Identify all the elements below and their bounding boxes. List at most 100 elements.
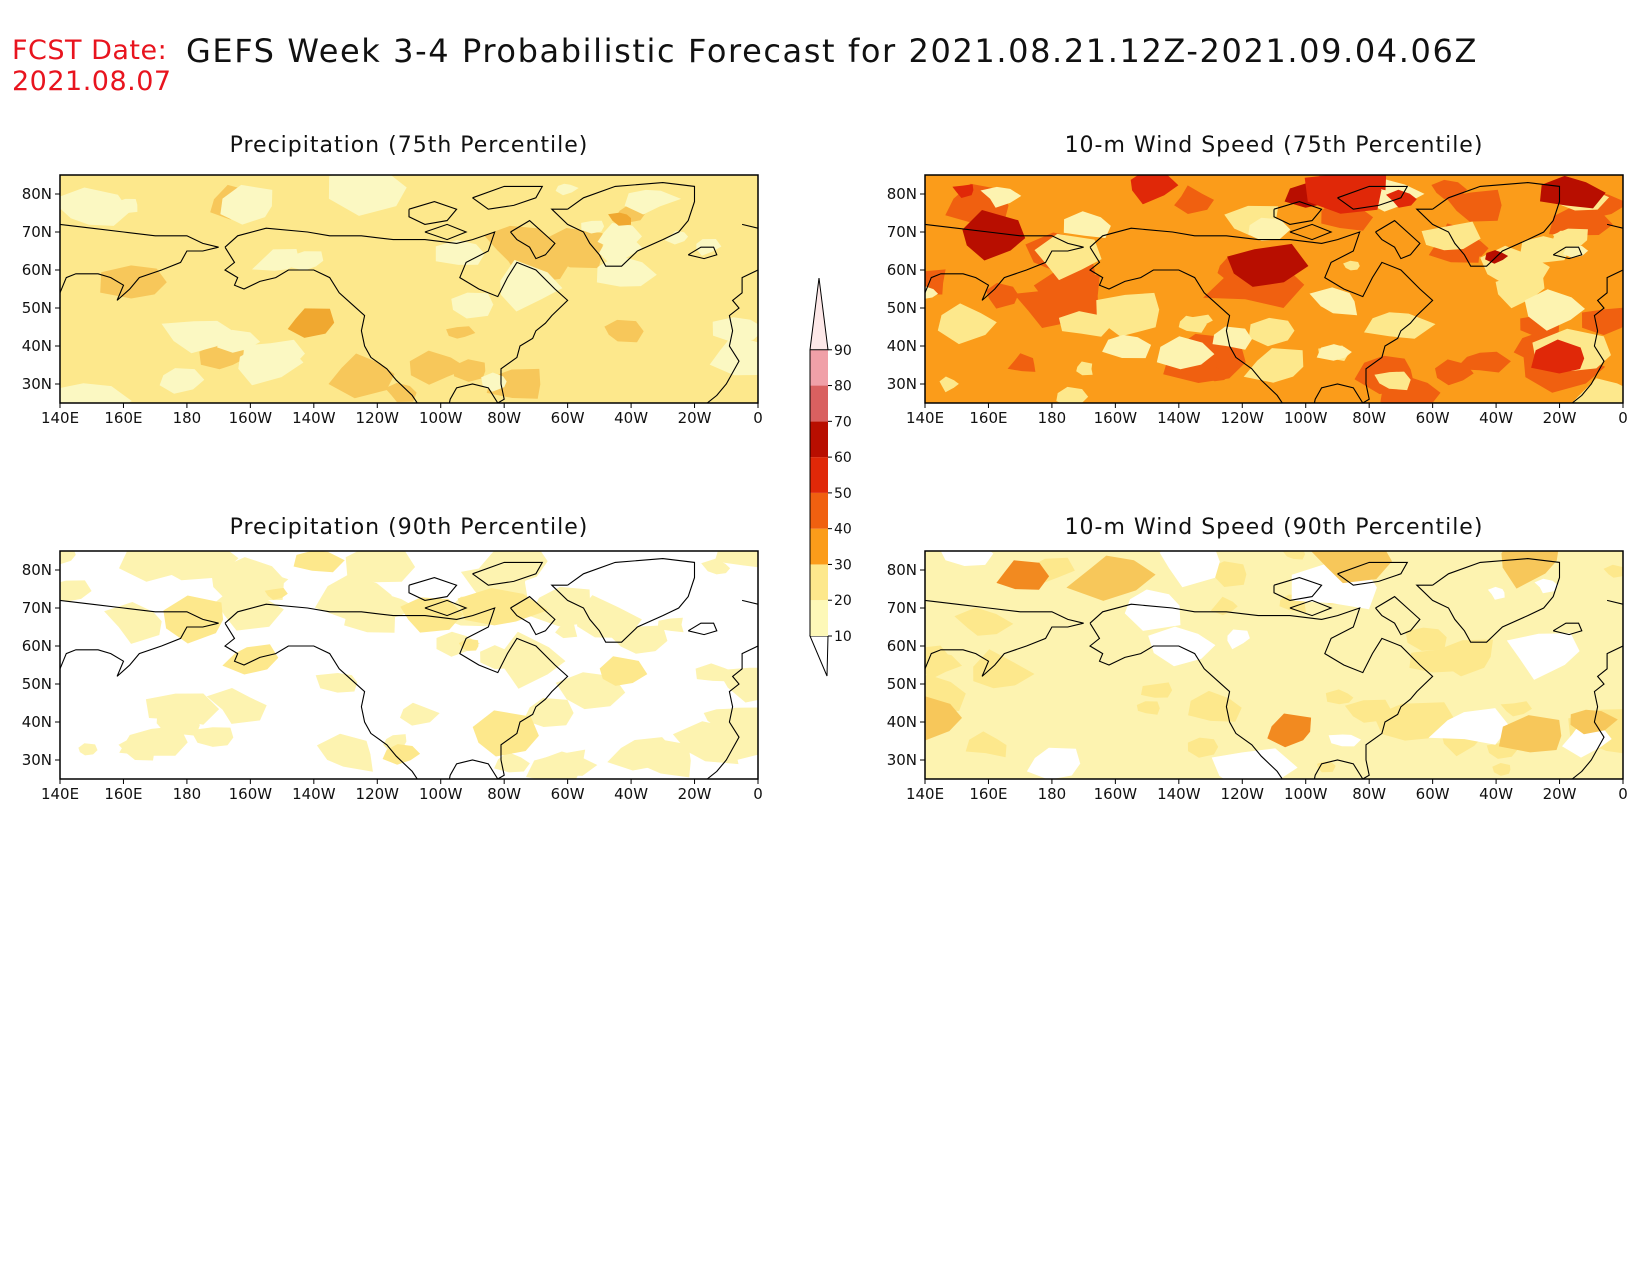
coastline [550, 558, 696, 643]
lon-tick-label: 180 [173, 409, 202, 427]
shaded-area [1034, 233, 1102, 281]
shaded-area [1492, 763, 1511, 776]
shaded-area [145, 693, 220, 725]
shaded-area [315, 673, 358, 693]
shaded-area [1187, 314, 1213, 329]
shaded-area [220, 184, 273, 225]
lon-tick-label: 20W [678, 785, 712, 803]
coastline [1273, 577, 1323, 601]
lon-tick-label: 120W [1221, 785, 1265, 803]
lat-tick-label: 30N [22, 751, 52, 769]
shaded-area [453, 359, 486, 382]
coastline [925, 599, 1084, 677]
shaded-area [436, 631, 480, 657]
lat-tick-label: 70N [887, 599, 917, 617]
lon-tick-label: 140E [41, 409, 79, 427]
shaded-area [695, 663, 740, 682]
lon-tick-label: 160E [969, 785, 1007, 803]
shaded-area [1500, 701, 1532, 717]
lon-tick-label: 100W [1284, 409, 1328, 427]
shaded-area [60, 551, 76, 565]
lon-tick-label: 160E [104, 785, 142, 803]
shaded-area [925, 696, 962, 741]
shaded-area [1096, 292, 1160, 337]
lat-tick-label: 70N [22, 223, 52, 241]
lon-tick-label: 160E [104, 409, 142, 427]
colorbar-segment [810, 600, 828, 636]
lon-tick-label: 20W [1543, 409, 1577, 427]
shaded-area [581, 220, 605, 234]
shaded-area [597, 223, 642, 249]
shaded-area [1227, 629, 1250, 650]
shaded-area [163, 595, 224, 644]
shaded-area [1056, 386, 1089, 403]
shaded-area [599, 656, 648, 686]
coastline [1337, 185, 1409, 210]
shaded-area [1243, 348, 1304, 383]
lon-tick-label: 60W [1416, 785, 1450, 803]
coastline [706, 645, 758, 779]
lon-tick-label: 80W [1352, 409, 1386, 427]
shaded-area [480, 645, 519, 670]
lat-tick-label: 50N [22, 675, 52, 693]
shaded-area [709, 334, 758, 376]
shaded-area [1148, 626, 1216, 667]
lon-tick-label: 140W [292, 785, 336, 803]
shaded-area [664, 230, 689, 245]
lat-tick-label: 50N [887, 299, 917, 317]
lon-tick-label: 60W [551, 785, 585, 803]
lat-tick-label: 40N [887, 713, 917, 731]
shaded-area [1066, 555, 1156, 601]
lat-tick-label: 70N [887, 223, 917, 241]
shaded-area [328, 175, 407, 216]
shaded-area [1204, 366, 1232, 382]
shaded-area [1552, 228, 1588, 253]
colorbar-low-extend [809, 635, 829, 677]
colorbar-segment [810, 528, 828, 565]
shaded-area [1208, 561, 1247, 587]
shaded-area [238, 344, 304, 386]
lon-tick-label: 20W [1543, 785, 1577, 803]
shaded-area [1310, 551, 1392, 584]
coastline [408, 201, 458, 225]
lon-tick-label: 0 [753, 785, 763, 803]
map-panel-wind90: 140E 160E 180 160W 140W 120W 100W 80W 60W 40W 20W 0… [887, 550, 1628, 803]
lat-tick-label: 70N [22, 599, 52, 617]
shaded-area [937, 303, 997, 345]
fcst-date-value: 2021.08.07 [12, 66, 172, 97]
lat-tick-label: 60N [22, 261, 52, 279]
colorbar-tick-label: 20 [834, 593, 852, 609]
lon-tick-label: 160W [1094, 409, 1138, 427]
shaded-area [400, 702, 440, 726]
lat-tick-label: 80N [887, 185, 917, 203]
shaded-area [118, 736, 155, 761]
lat-tick-label: 30N [887, 375, 917, 393]
shaded-area [965, 731, 1007, 758]
shaded-area [624, 189, 682, 215]
shaded-area [1211, 748, 1298, 779]
coastline [1415, 182, 1561, 267]
shaded-area [1343, 260, 1360, 271]
coastline [60, 599, 219, 677]
coastline [706, 269, 758, 403]
shaded-area [1328, 734, 1361, 747]
fcst-date-label: FCST Date: [12, 35, 168, 66]
shaded-area [217, 557, 285, 601]
shaded-area [1405, 627, 1447, 651]
coastline [1552, 622, 1583, 636]
shaded-area [980, 186, 1022, 208]
lon-tick-label: 120W [1221, 409, 1265, 427]
coastline [424, 223, 468, 241]
shaded-area [60, 383, 132, 403]
lat-tick-label: 60N [22, 637, 52, 655]
shaded-area [1364, 312, 1436, 339]
shaded-area [1455, 351, 1511, 373]
lon-tick-label: 140E [41, 785, 79, 803]
lon-tick-label: 100W [1284, 785, 1328, 803]
coastline [1375, 219, 1421, 260]
lon-tick-label: 40W [1479, 409, 1513, 427]
shaded-area [1033, 268, 1100, 323]
shaded-area [451, 292, 494, 319]
shaded-area [952, 184, 974, 198]
shaded-area [1506, 633, 1580, 680]
